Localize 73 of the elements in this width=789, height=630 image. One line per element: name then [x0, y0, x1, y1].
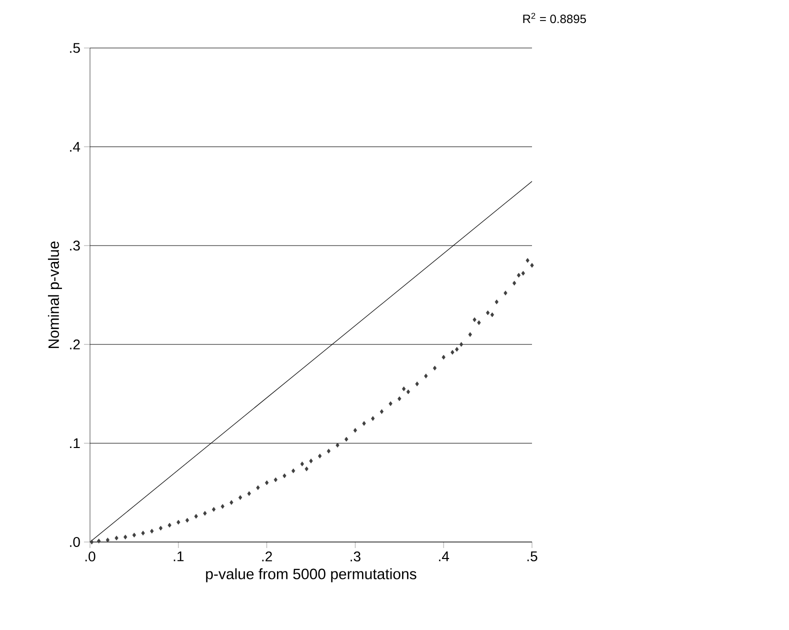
point	[282, 473, 286, 478]
point	[106, 538, 110, 542]
point	[455, 346, 459, 352]
point	[336, 442, 340, 448]
point	[318, 454, 322, 458]
x-tick-label: .3	[350, 552, 360, 562]
x-tick-label: .0	[85, 552, 96, 562]
point	[530, 262, 534, 268]
point	[212, 507, 216, 512]
y-tick-label: .5	[70, 43, 80, 53]
point	[388, 401, 392, 406]
point	[494, 300, 498, 304]
point	[96, 538, 101, 544]
point	[304, 466, 308, 472]
point	[521, 270, 526, 276]
point	[512, 280, 516, 286]
point	[141, 530, 145, 536]
point	[326, 448, 331, 454]
point	[415, 382, 419, 386]
point	[150, 528, 154, 534]
point	[490, 312, 494, 318]
point	[90, 540, 94, 544]
point	[459, 342, 464, 347]
point	[504, 290, 508, 296]
point	[124, 534, 128, 540]
y-tick-label: .2	[70, 340, 80, 350]
y-axis-title: Nominal p-value	[48, 242, 62, 348]
point	[442, 354, 446, 360]
point	[256, 485, 260, 490]
x-tick-label: .5	[527, 552, 538, 562]
point	[247, 491, 251, 496]
point	[300, 462, 304, 466]
point	[472, 317, 476, 322]
point	[158, 526, 163, 531]
point	[194, 514, 198, 519]
point	[264, 480, 269, 486]
point	[424, 374, 428, 378]
point	[238, 495, 242, 500]
point	[468, 332, 472, 337]
x-tick-label: .2	[262, 552, 272, 562]
point	[371, 416, 375, 421]
point	[220, 504, 224, 509]
point	[402, 386, 406, 392]
y-tick-label: .3	[70, 240, 80, 251]
point	[132, 532, 136, 538]
y-tick-label: .1	[70, 438, 80, 448]
y-tick-label: .0	[70, 537, 80, 547]
point	[477, 320, 481, 326]
point	[406, 389, 410, 394]
x-axis-title: p-value from 5000 permutations	[206, 568, 416, 582]
point	[309, 458, 313, 464]
point	[516, 272, 521, 278]
point	[203, 510, 207, 516]
text: R$^{2}$ = 0.8895	[523, 12, 586, 24]
point	[344, 436, 348, 442]
point	[380, 409, 384, 414]
point	[362, 421, 366, 426]
point	[176, 520, 180, 525]
point	[114, 536, 118, 540]
point	[230, 500, 234, 505]
point	[526, 258, 530, 263]
point	[168, 522, 172, 528]
point	[432, 366, 437, 370]
point	[291, 468, 296, 474]
point	[353, 428, 358, 433]
point	[274, 477, 278, 482]
point	[398, 396, 402, 402]
y-tick-label: .4	[70, 142, 80, 152]
x-tick-label: .4	[439, 552, 450, 562]
point	[450, 350, 454, 355]
point	[185, 518, 190, 523]
point	[486, 310, 490, 316]
x-tick-label: .1	[174, 552, 184, 562]
